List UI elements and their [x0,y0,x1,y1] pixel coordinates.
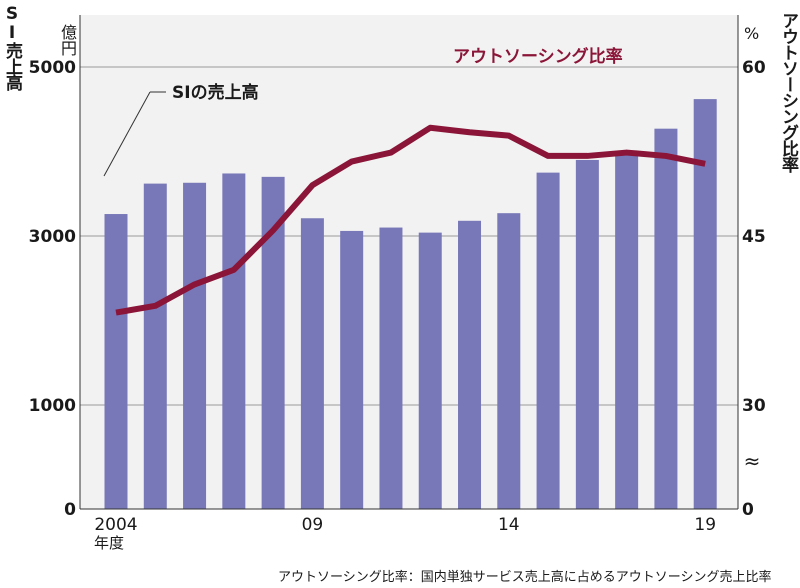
series-labels: SIの売上高 アウトソーシング比率 [103,46,623,177]
bar [261,176,285,509]
bar [379,227,403,510]
line-series-label: アウトソーシング比率 [453,46,623,67]
bar [536,172,560,509]
bar [575,159,599,509]
bar [104,214,128,509]
x-axis-unit: 年度 [94,534,125,552]
left-axis-unit: 億円 [58,24,77,56]
right-y-tick-label: 45 [742,227,766,247]
bar [458,220,482,510]
right-axis-unit: % [744,24,760,43]
x-tick-label: 14 [498,515,520,535]
right-y-tick-label: 0 [742,500,754,520]
bar [340,230,364,509]
bar-label-leader [103,91,151,177]
bar [497,213,521,509]
right-y-tick-label: 30 [742,396,766,416]
line-path [115,124,706,316]
bar [143,183,167,510]
right-y-tick-label: 60 [742,58,766,78]
left-y-tick-label: 5000 [29,58,76,78]
bar [418,232,442,509]
bar [183,182,207,509]
bar [615,154,639,509]
line-series [115,124,706,316]
right-axis-title: アウトソーシング比率 [778,12,798,172]
left-y-tick-label: 1000 [29,396,76,416]
x-tick-label: 19 [694,515,716,535]
bar [654,128,678,509]
x-tick-label: 2004 [94,515,137,535]
left-y-tick-label: 3000 [29,227,76,247]
tick-labels: 0 1000 3000 5000 0 30 45 60 ≈2004 09 14 19 [29,58,766,535]
bar [693,99,717,510]
footnote: アウトソーシング比率：国内単独サービス売上高に占めるアウトソーシング売上比率 [278,570,772,585]
bar [300,218,324,509]
bar-series-label: SIの売上高 [172,82,259,103]
left-axis-title: SI売上高 [2,4,22,90]
x-tick-label: 09 [302,515,324,535]
bar [222,173,246,509]
left-y-tick-label: 0 [64,500,76,520]
axis-break-symbol: ≈ [744,449,761,473]
axes [79,15,739,510]
bar-series [104,99,717,510]
